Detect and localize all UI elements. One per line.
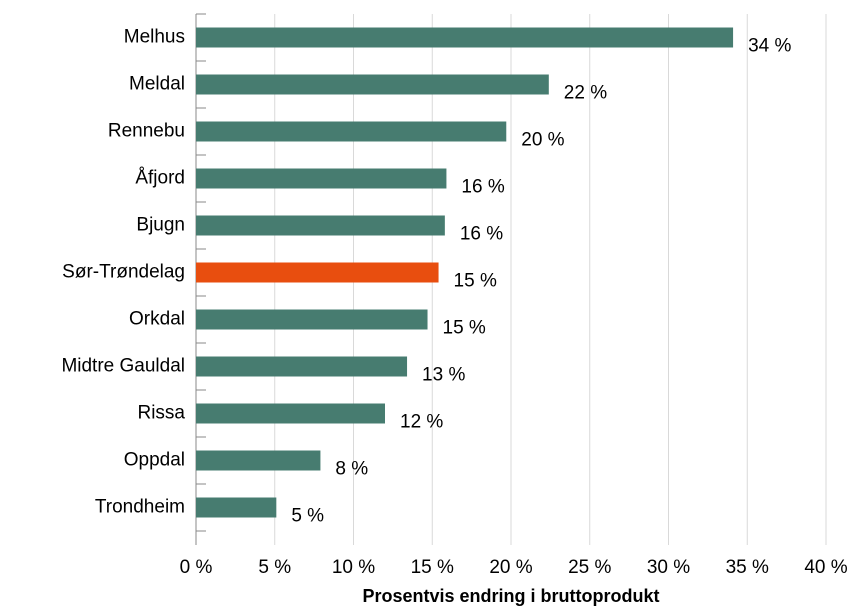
value-label: 22 % — [564, 83, 607, 104]
bar — [196, 27, 734, 48]
value-label: 15 % — [443, 318, 486, 339]
x-tick-label: 40 % — [804, 557, 847, 578]
x-tick-label: 20 % — [489, 557, 532, 578]
y-tick-label: Midtre Gauldal — [61, 356, 185, 377]
value-label: 5 % — [291, 506, 324, 527]
bar — [196, 497, 277, 518]
x-tick-label: 35 % — [726, 557, 769, 578]
value-label: 8 % — [335, 459, 368, 480]
x-axis-title: Prosentvis endring i bruttoprodukt — [362, 586, 659, 606]
y-tick-label: Meldal — [129, 74, 185, 95]
value-label: 34 % — [748, 36, 791, 57]
bar — [196, 121, 507, 142]
value-label: 20 % — [521, 130, 564, 151]
bar — [196, 403, 385, 424]
bar — [196, 168, 447, 189]
x-tick-label: 5 % — [258, 557, 291, 578]
y-tick-label: Orkdal — [129, 309, 185, 330]
y-tick-label: Bjugn — [136, 215, 185, 236]
y-tick-label: Melhus — [124, 27, 185, 48]
x-tick-label: 15 % — [411, 557, 454, 578]
y-tick-label: Åfjord — [135, 168, 185, 189]
value-label: 16 % — [461, 177, 504, 198]
value-label: 12 % — [400, 412, 443, 433]
bar — [196, 74, 549, 95]
y-tick-label: Rennebu — [108, 121, 185, 142]
y-tick-label: Sør-Trøndelag — [62, 262, 185, 283]
x-tick-label: 10 % — [332, 557, 375, 578]
y-tick-label: Rissa — [137, 403, 185, 424]
x-tick-label: 25 % — [568, 557, 611, 578]
bar — [196, 215, 445, 236]
bar — [196, 309, 428, 330]
value-label: 16 % — [460, 224, 503, 245]
bar — [196, 262, 439, 283]
y-tick-label: Trondheim — [95, 497, 185, 518]
y-tick-label: Oppdal — [124, 450, 185, 471]
bar — [196, 356, 408, 377]
value-label: 13 % — [422, 365, 465, 386]
x-tick-label: 0 % — [180, 557, 213, 578]
bar — [196, 450, 321, 471]
x-tick-label: 30 % — [647, 557, 690, 578]
value-label: 15 % — [454, 271, 497, 292]
